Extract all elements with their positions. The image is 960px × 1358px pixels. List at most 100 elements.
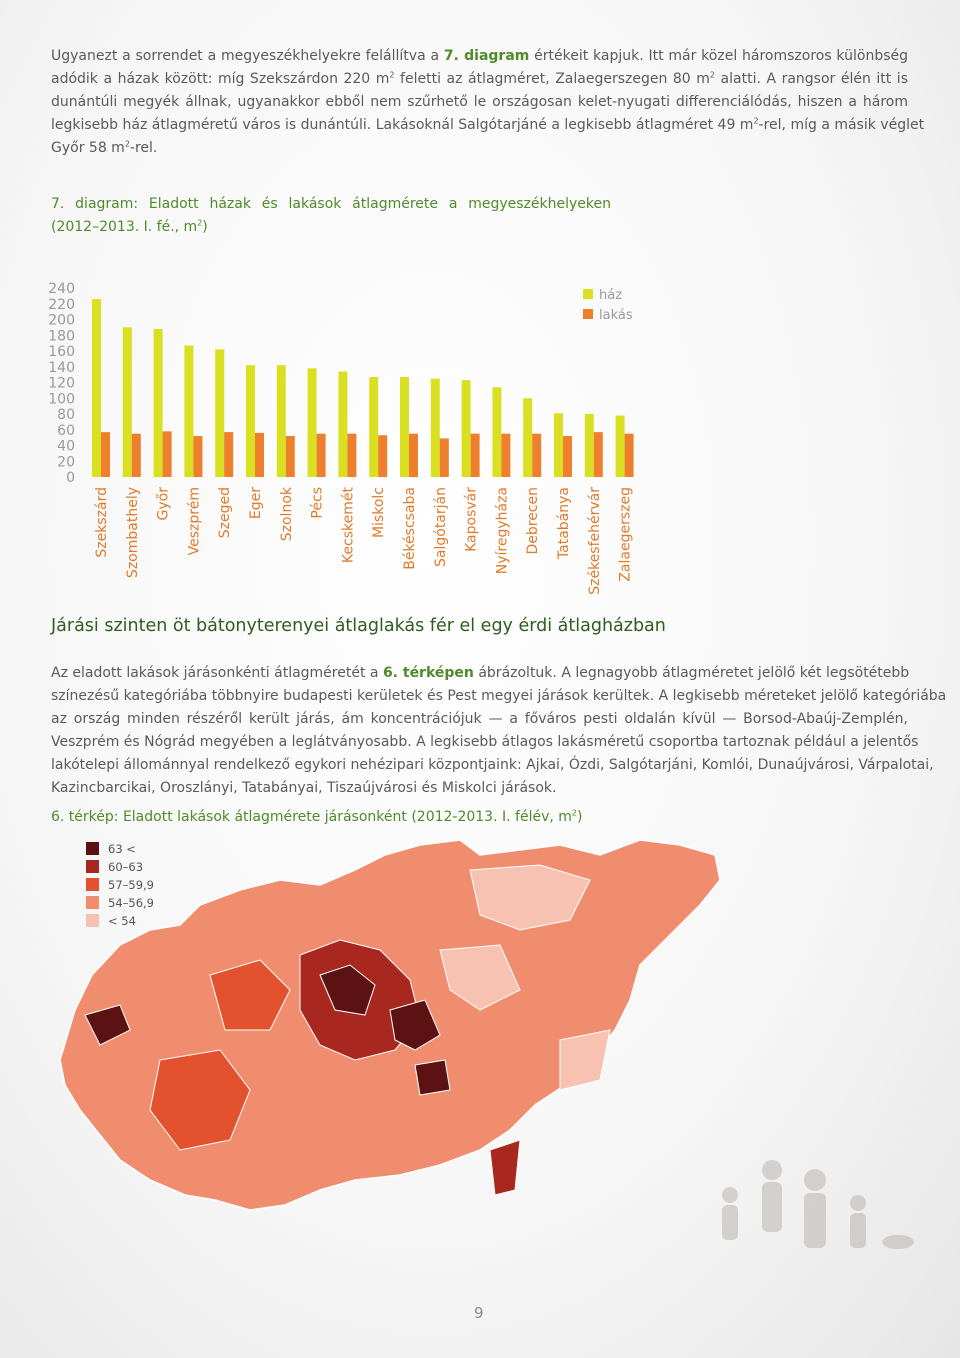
- x-tick-label: Szekszárd: [94, 487, 110, 558]
- legend-swatch: [86, 896, 99, 909]
- text-line: Veszprém és Nógrád megyében a leglátvány…: [51, 731, 918, 754]
- y-tick-label: 140: [48, 360, 75, 376]
- bar: [400, 376, 409, 477]
- bar: [439, 438, 449, 477]
- x-tick-label: Szeged: [217, 487, 233, 538]
- bar: [215, 349, 225, 477]
- legend-label: 60–63: [108, 860, 143, 874]
- hungary-map: [59, 839, 721, 1211]
- text-run: színezésű kategóriába többnyire budapest…: [51, 688, 947, 704]
- legend-label: < 54: [108, 914, 136, 928]
- bar: [461, 380, 471, 477]
- text-line: 7. diagram: Eladott házak és lakások átl…: [51, 193, 611, 216]
- y-tick-label: 40: [57, 439, 75, 455]
- bar: [409, 433, 418, 477]
- text-line: Kazincbarcikai, Oroszlányi, Tatabányai, …: [51, 777, 908, 800]
- text-line: adódik a házak között: míg Szekszárdon 2…: [51, 68, 908, 91]
- bar: [492, 387, 502, 477]
- bar: [246, 365, 255, 477]
- bar: [554, 413, 563, 477]
- x-tick-label: Szombathely: [125, 487, 141, 578]
- x-tick-label: Salgótarján: [433, 487, 449, 567]
- text-run: -rel, míg a másik véglet: [758, 117, 925, 133]
- text-run: feletti az átlagméret, Zalaegerszegen 80…: [394, 71, 710, 87]
- x-tick-label: Győr: [156, 487, 172, 521]
- bar: [193, 436, 203, 477]
- bar: [615, 415, 625, 477]
- legend-label: 57–59,9: [108, 878, 154, 892]
- text-run: ): [202, 219, 208, 235]
- page-number: 9: [474, 1304, 484, 1322]
- text-line: Ugyanezt a sorrendet a megyeszékhelyekre…: [51, 45, 908, 68]
- text-run: Veszprém és Nógrád megyében a leglátvány…: [51, 734, 919, 750]
- bar: [593, 432, 603, 477]
- superscript: 2: [753, 116, 759, 126]
- legend-swatch: [86, 860, 99, 873]
- text-run: 6. térképen: [382, 665, 474, 681]
- bar: [285, 436, 295, 477]
- text-run: Győr 58 m: [51, 140, 125, 156]
- bar: [307, 368, 317, 477]
- bar: [369, 376, 379, 477]
- legend-swatch: [86, 878, 99, 891]
- x-tick-label: Kecskemét: [340, 487, 356, 564]
- legend-label: lakás: [599, 308, 633, 323]
- bar: [563, 436, 572, 477]
- y-tick-label: 160: [48, 344, 75, 360]
- text-line: (2012–2013. I. fé., m2): [51, 216, 611, 239]
- bar: [347, 433, 357, 477]
- paragraph: Ugyanezt a sorrendet a megyeszékhelyekre…: [51, 45, 924, 160]
- bar: [378, 435, 388, 477]
- text-run: Kazincbarcikai, Oroszlányi, Tatabányai, …: [51, 780, 557, 796]
- paragraph: Az eladott lakások járásonkénti átlagmér…: [51, 662, 946, 800]
- text-line: Győr 58 m2-rel.: [51, 137, 908, 160]
- text-line: színezésű kategóriába többnyire budapest…: [51, 685, 946, 708]
- y-tick-label: 100: [48, 391, 75, 407]
- x-tick-label: Békéscsaba: [402, 487, 418, 570]
- y-tick-label: 0: [66, 470, 75, 486]
- text-run: ábrázoltuk. A legnagyobb átlagméretet je…: [473, 665, 910, 681]
- x-tick-label: Eger: [248, 487, 264, 519]
- y-tick-label: 20: [57, 454, 75, 470]
- legend-swatch: [583, 309, 593, 319]
- superscript: 2: [709, 70, 715, 80]
- bar: [430, 378, 440, 477]
- y-tick-label: 240: [48, 281, 75, 297]
- x-tick-label: Székesfehérvár: [587, 487, 603, 595]
- x-tick-label: Veszprém: [186, 487, 202, 555]
- legend-label: 54–56,9: [108, 896, 154, 910]
- y-tick-label: 120: [48, 376, 75, 392]
- text-run: 6. térkép: Eladott lakások átlagmérete j…: [51, 809, 572, 825]
- text-line: 6. térkép: Eladott lakások átlagmérete j…: [51, 806, 651, 829]
- bar: [131, 433, 141, 477]
- text-line: Az eladott lakások járásonkénti átlagmér…: [51, 662, 910, 685]
- section-heading: Járási szinten öt bátonyterenyei átlagla…: [51, 616, 666, 636]
- text-run: -rel.: [129, 140, 158, 156]
- text-run: értékeit kapjuk. Itt már közel háromszor…: [529, 48, 908, 64]
- text-run: Ugyanezt a sorrendet a megyeszékhelyekre…: [51, 48, 444, 64]
- text-run: (2012–2013. I. fé., m: [51, 219, 198, 235]
- text-line: legkisebb ház átlagméretű város is dunán…: [51, 114, 924, 137]
- bar: [255, 432, 264, 477]
- text-line: az ország minden részéről került járás, …: [51, 708, 908, 731]
- family-illustration: [722, 1160, 914, 1249]
- bar: [92, 299, 101, 477]
- x-tick-label: Tatabánya: [556, 487, 572, 560]
- superscript: 2: [571, 808, 577, 818]
- superscript: 2: [124, 139, 130, 149]
- text-run: ): [577, 809, 583, 825]
- text-run: 7. diagram: Eladott házak és lakások átl…: [51, 196, 611, 212]
- text-line: dunántúli megyék állnak, ugyanakkor ebbő…: [51, 91, 908, 114]
- text-run: Az eladott lakások járásonkénti átlagmér…: [51, 665, 383, 681]
- bar: [224, 432, 234, 477]
- bar: [584, 414, 594, 477]
- y-tick-label: 220: [48, 297, 75, 313]
- y-tick-label: 180: [48, 328, 75, 344]
- x-tick-label: Pécs: [310, 487, 326, 519]
- bar: [184, 345, 194, 477]
- text-run: lakótelepi állománnyal rendelkező egykor…: [51, 757, 934, 773]
- text-run: dunántúli megyék állnak, ugyanakkor ebbő…: [51, 94, 908, 110]
- superscript: 2: [197, 218, 203, 228]
